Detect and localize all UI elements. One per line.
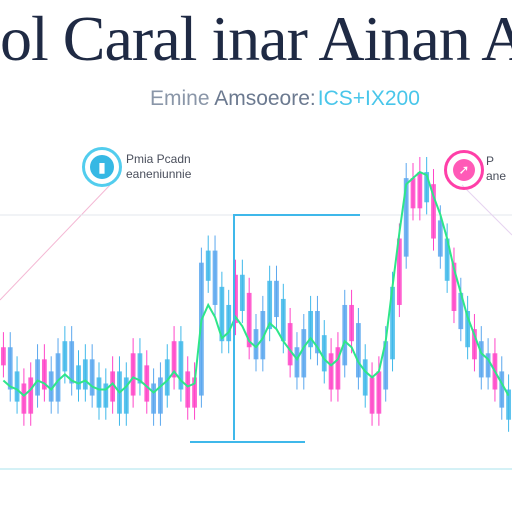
candle-bar [478, 341, 484, 378]
left-badge-label: Pmia Pcadn eaneniunnie [126, 152, 191, 182]
candle-bar [35, 359, 40, 396]
candle-bar [369, 377, 375, 414]
trend-line [2, 170, 510, 397]
candle-bar [164, 359, 170, 396]
candle-bar [280, 298, 286, 342]
candle-bar [308, 311, 314, 348]
candle-bar [403, 178, 409, 257]
candle-bar [267, 280, 273, 330]
candle-bar [294, 347, 300, 378]
candle-bar [21, 383, 27, 414]
candle-bar [246, 292, 252, 348]
candle-bar [212, 250, 218, 305]
candle-bar [444, 238, 450, 281]
candle-bar [205, 250, 211, 281]
candle-bar [76, 365, 81, 390]
left-badge-line-2: eaneniunnie [126, 167, 192, 181]
candle-bar [315, 311, 320, 354]
candle-bar [390, 286, 395, 360]
connector-line-left [0, 184, 111, 301]
candle-bar [335, 347, 341, 390]
x-axis-strip [0, 468, 512, 470]
candle-bar [82, 359, 88, 390]
candle-bar [417, 172, 423, 209]
candle-bar [383, 341, 389, 390]
connector-line-right [461, 184, 512, 236]
candle-bar [362, 359, 368, 396]
candle-bar [233, 274, 238, 324]
candle-bar [349, 304, 354, 342]
candle-bar [62, 341, 68, 372]
candle-bar [321, 335, 327, 372]
candle-bar [178, 341, 184, 390]
candle-bar [226, 304, 232, 342]
candle-bar [137, 353, 143, 384]
arrow-icon: ➚ [444, 150, 484, 190]
right-badge-line-1: P [486, 154, 495, 168]
candle-bar [103, 383, 109, 408]
candle-bar [55, 353, 61, 402]
candle-bar [328, 353, 334, 390]
candle-bar [376, 371, 382, 414]
candle-bar [192, 377, 197, 408]
candle-bar [253, 329, 259, 360]
candle-bar [424, 172, 430, 203]
left-badge-line-1: Pmia Pcadn [126, 152, 191, 166]
page-title: ol Caral inar Ainan A [0, 3, 512, 74]
candle-bar [458, 292, 464, 330]
candle-bar [485, 353, 491, 378]
subtitle-part-1: Emine [150, 87, 215, 110]
candle-bar [110, 371, 116, 402]
candle-bar [274, 280, 279, 318]
candle-bar [410, 178, 416, 209]
candle-bar [69, 341, 75, 384]
candle-bar [499, 371, 505, 408]
candle-bar [14, 371, 20, 402]
page-subtitle: Emine Amsoeore:ICS+IX200 [150, 86, 420, 112]
candle-bar [396, 238, 402, 305]
candle-bar [287, 323, 293, 366]
candle-bar [219, 286, 225, 342]
subtitle-part-2: Amsoeore: [214, 87, 316, 110]
candle-bar [185, 371, 191, 408]
candle-bar [260, 311, 266, 360]
candle-bar [7, 347, 13, 390]
candle-bar [89, 359, 95, 396]
candle-bar [465, 311, 471, 348]
subtitle-part-3: ICS+IX200 [317, 87, 420, 110]
candle-bar [123, 377, 129, 414]
candle-bar [96, 377, 102, 408]
candle-bar [151, 383, 156, 414]
bracket-line [233, 214, 360, 440]
candle-bar [431, 184, 436, 239]
right-badge-label: P ane [486, 154, 506, 184]
candle-bar [437, 220, 443, 257]
chart-icon: ▮ [82, 147, 122, 187]
candle-bar [48, 371, 54, 402]
candle-bar [301, 329, 307, 378]
candle-bar [144, 365, 150, 402]
right-badge-line-2: ane [486, 169, 507, 183]
candle-bar [239, 274, 245, 311]
candle-bar [171, 341, 177, 378]
candle-bar [451, 262, 457, 311]
candle-bar [342, 304, 348, 366]
candle-bar [472, 329, 477, 360]
candle-bar [356, 323, 361, 378]
candle-bar [130, 353, 136, 396]
candle-bar [41, 359, 47, 390]
candle-bar [158, 377, 163, 414]
candle-bar [28, 377, 34, 414]
candle-bar [506, 389, 511, 420]
candle-bar [1, 347, 6, 366]
